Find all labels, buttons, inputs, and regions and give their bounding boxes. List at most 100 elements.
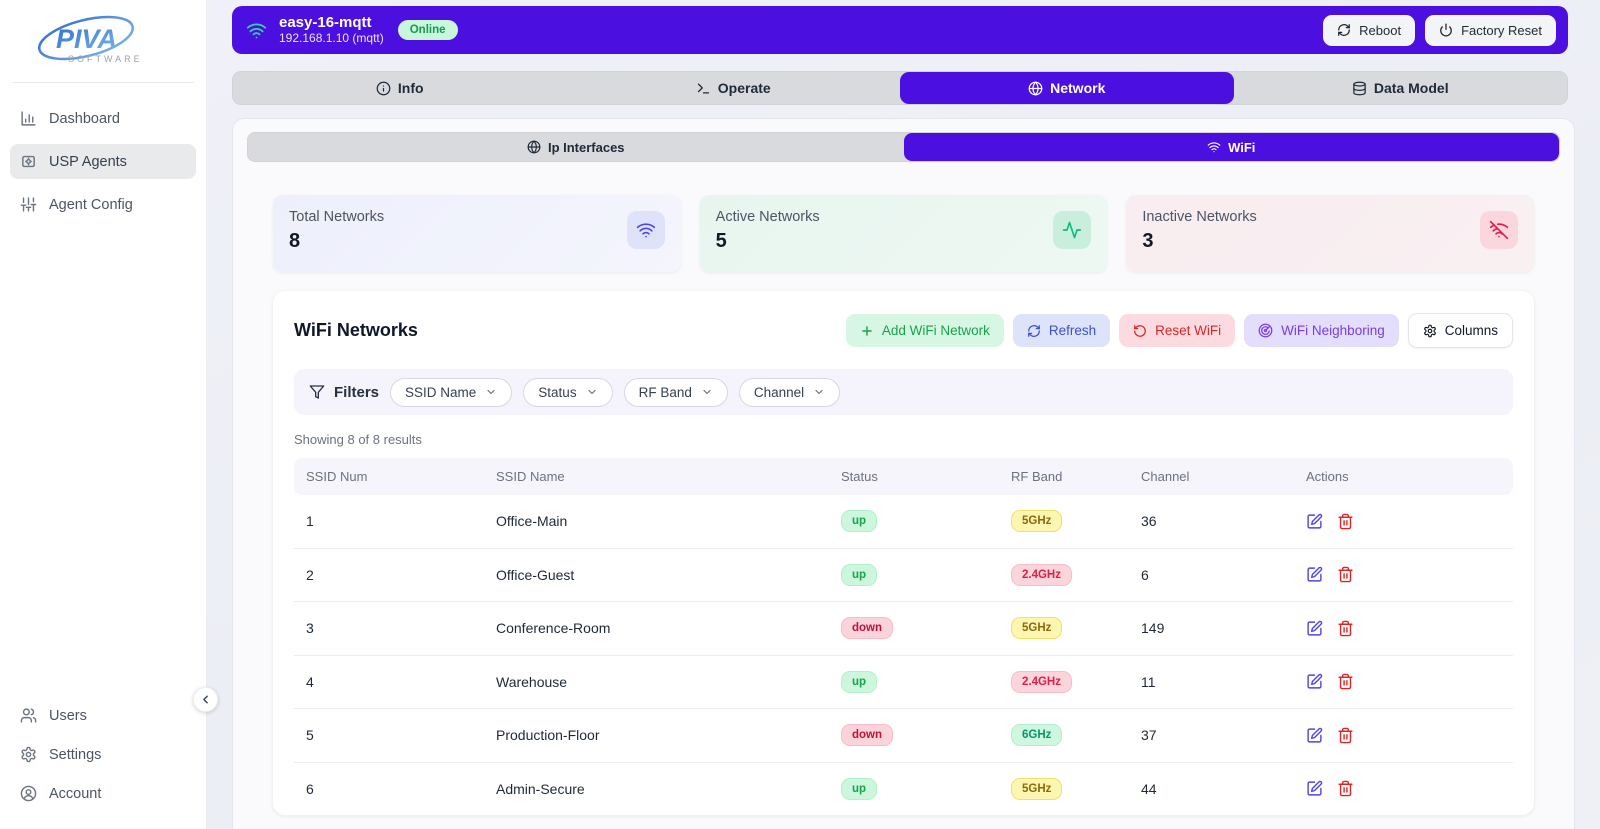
delete-button[interactable] <box>1337 620 1354 637</box>
wifi-icon <box>627 211 665 249</box>
sidebar-item-usp-agents[interactable]: USP Agents <box>10 144 196 179</box>
column-header: Actions <box>1294 469 1513 484</box>
ssid-name-cell: Conference-Room <box>484 620 829 636</box>
edit-icon <box>1306 727 1323 744</box>
stat-card-inactive-networks: Inactive Networks 3 <box>1126 195 1534 272</box>
trash-icon <box>1337 513 1354 530</box>
sidebar-item-agent-config[interactable]: Agent Config <box>10 187 196 222</box>
status-badge: up <box>841 510 877 532</box>
tab-network[interactable]: Network <box>900 72 1234 104</box>
filters-bar: Filters SSID Name Status RF Band <box>294 369 1513 415</box>
stat-value: 3 <box>1142 230 1256 253</box>
actions-cell <box>1294 727 1513 744</box>
wifi-icon <box>246 20 267 41</box>
status-cell: up <box>829 510 999 532</box>
ssid-num-cell: 3 <box>294 620 484 636</box>
edit-button[interactable] <box>1306 566 1323 583</box>
filter-label: Status <box>538 385 576 400</box>
reset-wifi-button[interactable]: Reset WiFi <box>1119 314 1235 347</box>
banner-actions: Reboot Factory Reset <box>1323 15 1556 46</box>
filter-channel-dropdown[interactable]: Channel <box>739 378 840 407</box>
column-header: Channel <box>1129 469 1294 484</box>
sidebar-item-account[interactable]: Account <box>10 776 196 811</box>
edit-button[interactable] <box>1306 620 1323 637</box>
table-row: 6 Admin-Secure up 5GHz 44 <box>294 763 1513 816</box>
sidebar-item-dashboard[interactable]: Dashboard <box>10 101 196 136</box>
rf-band-badge: 5GHz <box>1011 778 1062 800</box>
delete-button[interactable] <box>1337 727 1354 744</box>
subtab-label: WiFi <box>1228 140 1255 155</box>
ssid-num-cell: 4 <box>294 674 484 690</box>
channel-cell: 44 <box>1129 781 1294 797</box>
actions-cell <box>1294 513 1513 530</box>
delete-button[interactable] <box>1337 673 1354 690</box>
radar-icon <box>1258 323 1273 338</box>
stat-card-total-networks: Total Networks 8 <box>273 195 681 272</box>
gear-icon <box>20 746 37 763</box>
tab-data-model[interactable]: Data Model <box>1234 72 1568 104</box>
delete-button[interactable] <box>1337 780 1354 797</box>
columns-button[interactable]: Columns <box>1408 313 1513 348</box>
add-wifi-network-button[interactable]: Add WiFi Network <box>846 314 1004 347</box>
button-label: Refresh <box>1049 323 1096 338</box>
filter-label: Channel <box>754 385 804 400</box>
status-cell: down <box>829 724 999 746</box>
wifi-networks-card: WiFi Networks Add WiFi Network Refresh <box>273 291 1534 815</box>
table-row: 3 Conference-Room down 5GHz 149 <box>294 602 1513 656</box>
sidebar: PIVA SOFTWARE Dashboard USP Agents Agent… <box>0 0 207 829</box>
filter-ssid-name-dropdown[interactable]: SSID Name <box>390 378 512 407</box>
sidebar-item-settings[interactable]: Settings <box>10 737 196 772</box>
user-circle-icon <box>20 785 37 802</box>
button-label: Reset WiFi <box>1155 323 1221 338</box>
tab-operate[interactable]: Operate <box>567 72 901 104</box>
actions-cell <box>1294 620 1513 637</box>
rf-band-cell: 5GHz <box>999 510 1129 532</box>
edit-button[interactable] <box>1306 673 1323 690</box>
filter-status-dropdown[interactable]: Status <box>523 378 612 407</box>
sidebar-item-label: Agent Config <box>49 197 133 213</box>
filters-label: Filters <box>309 384 379 401</box>
sidebar-divider <box>12 82 194 83</box>
delete-button[interactable] <box>1337 566 1354 583</box>
sliders-icon <box>20 196 37 213</box>
sidebar-collapse-button[interactable] <box>193 687 218 712</box>
stat-label: Active Networks <box>716 209 820 225</box>
factory-reset-label: Factory Reset <box>1461 23 1542 38</box>
bar-chart-icon <box>20 110 37 127</box>
tab-info[interactable]: Info <box>233 72 567 104</box>
wifi-neighboring-button[interactable]: WiFi Neighboring <box>1244 314 1399 347</box>
rf-band-cell: 2.4GHz <box>999 671 1129 693</box>
column-header: RF Band <box>999 469 1129 484</box>
table-row: 2 Office-Guest up 2.4GHz 6 <box>294 549 1513 603</box>
edit-icon <box>1306 566 1323 583</box>
factory-reset-button[interactable]: Factory Reset <box>1425 15 1556 46</box>
rf-band-cell: 2.4GHz <box>999 564 1129 586</box>
sidebar-item-users[interactable]: Users <box>10 698 196 733</box>
stat-text: Active Networks 5 <box>716 209 820 253</box>
edit-icon <box>1306 780 1323 797</box>
column-header: SSID Num <box>294 469 484 484</box>
stat-text: Total Networks 8 <box>289 209 384 253</box>
chevron-left-icon <box>199 693 212 706</box>
edit-button[interactable] <box>1306 513 1323 530</box>
edit-button[interactable] <box>1306 780 1323 797</box>
subtab-wifi[interactable]: WiFi <box>904 133 1560 161</box>
filter-label: RF Band <box>639 385 692 400</box>
subtab-ip-interfaces[interactable]: Ip Interfaces <box>248 133 904 161</box>
reboot-button[interactable]: Reboot <box>1323 15 1415 46</box>
device-banner: easy-16-mqtt 192.168.1.10 (mqtt) Online … <box>232 6 1568 54</box>
trash-icon <box>1337 673 1354 690</box>
wifi-off-icon <box>1480 211 1518 249</box>
refresh-button[interactable]: Refresh <box>1013 314 1110 347</box>
filter-label: SSID Name <box>405 385 476 400</box>
delete-button[interactable] <box>1337 513 1354 530</box>
plus-icon <box>860 324 874 338</box>
edit-button[interactable] <box>1306 727 1323 744</box>
wifi-icon <box>1207 140 1221 154</box>
users-icon <box>20 707 37 724</box>
filter-rf-band-dropdown[interactable]: RF Band <box>624 378 728 407</box>
channel-cell: 37 <box>1129 727 1294 743</box>
actions-cell <box>1294 780 1513 797</box>
status-badge: up <box>841 671 877 693</box>
status-badge: down <box>841 617 893 639</box>
